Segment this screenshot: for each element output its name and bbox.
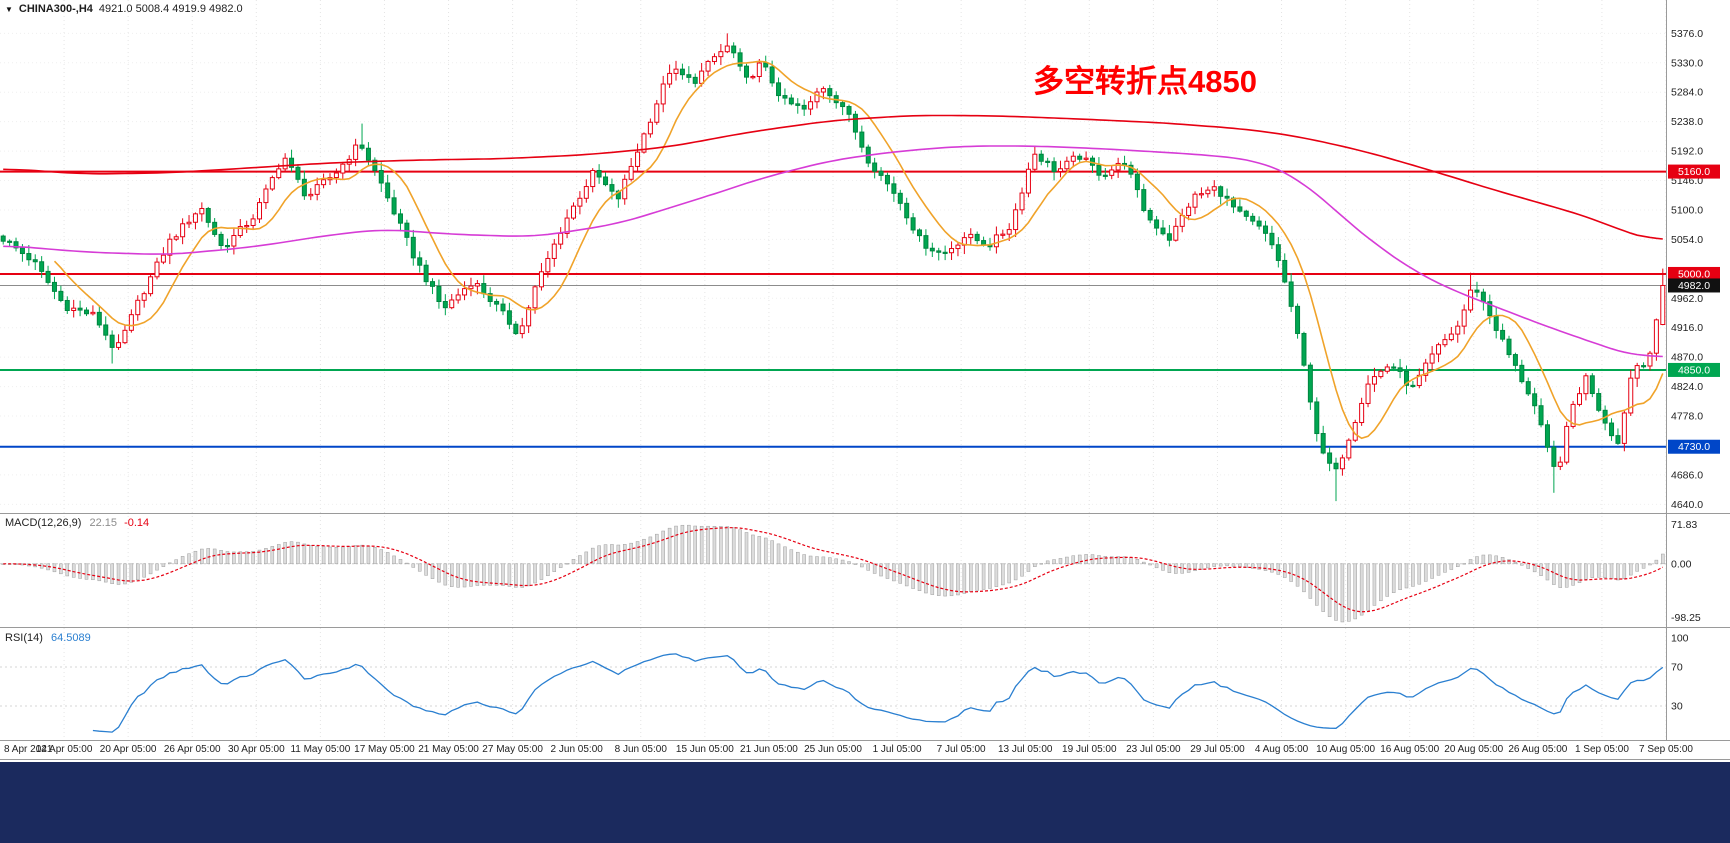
x-axis: 8 Apr 2021 14 Apr 05:00 20 Apr 05:00 26 Apr… [0,744,1730,758]
window-footer [0,762,1730,843]
ohlc-values: 4921.0 5008.4 4919.9 4982.0 [98,3,243,15]
rsi-line [92,653,1664,733]
candles [0,33,1666,502]
x-axis-label: 30 Apr 05:00 [227,744,285,755]
y-axis-tick: 5054.0 [1671,234,1703,246]
y-axis-tick: 5330.0 [1671,57,1703,69]
y-axis-tick: 5376.0 [1671,28,1703,40]
x-axis-label: 8 Apr 2021 [4,744,53,755]
y-axis-tick: 4778.0 [1671,411,1703,423]
x-axis-label: 20 Apr 05:00 [99,744,157,755]
x-axis-label: 29 Jul 05:00 [1190,744,1245,755]
y-axis-tick: 5238.0 [1671,116,1703,128]
ma-medium-line [3,145,1663,358]
svg-text:4850.0: 4850.0 [1678,364,1710,376]
x-axis-label: 25 Jun 05:00 [804,744,862,755]
macd-histogram [1,524,1665,623]
y-axis-tick: 0.00 [1671,558,1692,570]
price-level-badge-5160.0: 5160.0 [1668,164,1720,179]
x-axis-label: 10 Aug 05:00 [1316,744,1376,755]
y-axis-tick: 4870.0 [1671,352,1703,364]
x-axis-label: 19 Jul 05:00 [1062,744,1117,755]
macd-main-value: 22.15 [89,517,118,529]
chart-header: ▼ CHINA300-,H4 4921.0 5008.4 4919.9 4982… [5,3,243,15]
grid [0,0,1667,741]
x-axis-label: 23 Jul 05:00 [1126,744,1181,755]
panel-separators [0,0,1730,760]
y-axis-tick: 5100.0 [1671,204,1703,216]
x-axis-label: 27 May 05:00 [482,744,543,755]
y-axis-tick: 30 [1671,700,1683,712]
y-axis-tick: 100 [1671,632,1689,644]
ma-slow-line [3,114,1663,240]
y-axis-tick: -98.25 [1671,612,1701,624]
dropdown-arrow-icon[interactable]: ▼ [5,4,13,14]
price-level-badge-5000.0: 5000.0 [1668,266,1720,281]
x-axis-label: 1 Sep 05:00 [1574,744,1629,755]
x-axis-label: 13 Jul 05:00 [997,744,1053,755]
svg-text:4982.0: 4982.0 [1678,280,1710,292]
x-axis-label: 14 Apr 05:00 [35,744,93,755]
symbol-timeframe-label: CHINA300-,H4 [18,3,93,15]
y-axis-tick: 5284.0 [1671,87,1703,99]
x-axis-label: 17 May 05:00 [354,744,415,755]
y-axis: 5376.05330.05284.05238.05192.05146.05100… [1671,28,1703,713]
chart-canvas[interactable]: 5376.05330.05284.05238.05192.05146.05100… [0,0,1730,760]
x-axis-label: 8 Jun 05:00 [614,744,667,755]
x-axis-label: 11 May 05:00 [290,744,351,755]
price-level-badge-4850.0: 4850.0 [1668,362,1720,377]
y-axis-tick: 4640.0 [1671,499,1703,511]
y-axis-tick: 71.83 [1671,519,1697,531]
ma-fast-line [53,60,1664,440]
macd-name: MACD(12,26,9) [5,517,82,529]
x-axis-label: 15 Jun 05:00 [675,744,734,755]
macd-signal-value: -0.14 [124,517,150,529]
chart-annotation: 多空转折点4850 [1033,64,1257,99]
macd-signal-line [3,527,1664,613]
y-axis-tick: 4824.0 [1671,381,1703,393]
svg-text:5160.0: 5160.0 [1678,166,1710,178]
x-axis-label: 16 Aug 05:00 [1380,744,1440,755]
y-axis-tick: 4962.0 [1671,293,1703,305]
x-axis-label: 21 May 05:00 [418,744,479,755]
x-axis-label: 7 Sep 05:00 [1639,744,1693,755]
svg-text:5000.0: 5000.0 [1678,268,1710,280]
x-axis-label: 26 Apr 05:00 [163,744,221,755]
y-axis-tick: 4686.0 [1671,469,1703,481]
x-axis-label: 21 Jun 05:00 [740,744,798,755]
price-level-badge-4730.0: 4730.0 [1668,439,1720,454]
x-axis-label: 2 Jun 05:00 [550,744,603,755]
rsi-value: 64.5089 [50,632,91,644]
y-axis-tick: 5192.0 [1671,146,1703,158]
y-axis-tick: 4916.0 [1671,322,1703,334]
x-axis-label: 4 Aug 05:00 [1254,744,1309,755]
y-axis-tick: 70 [1671,662,1683,674]
x-axis-label: 7 Jul 05:00 [936,744,986,755]
x-axis-label: 26 Aug 05:00 [1508,744,1568,755]
rsi-label: RSI(14) 64.5089 [5,632,91,644]
rsi-name: RSI(14) [5,632,43,644]
macd-label: MACD(12,26,9) 22.15 -0.14 [5,517,149,529]
svg-text:4730.0: 4730.0 [1678,441,1710,453]
x-axis-label: 20 Aug 05:00 [1444,744,1504,755]
x-axis-label: 1 Jul 05:00 [872,744,922,755]
current-price-badge: 4982.0 [1668,278,1720,293]
